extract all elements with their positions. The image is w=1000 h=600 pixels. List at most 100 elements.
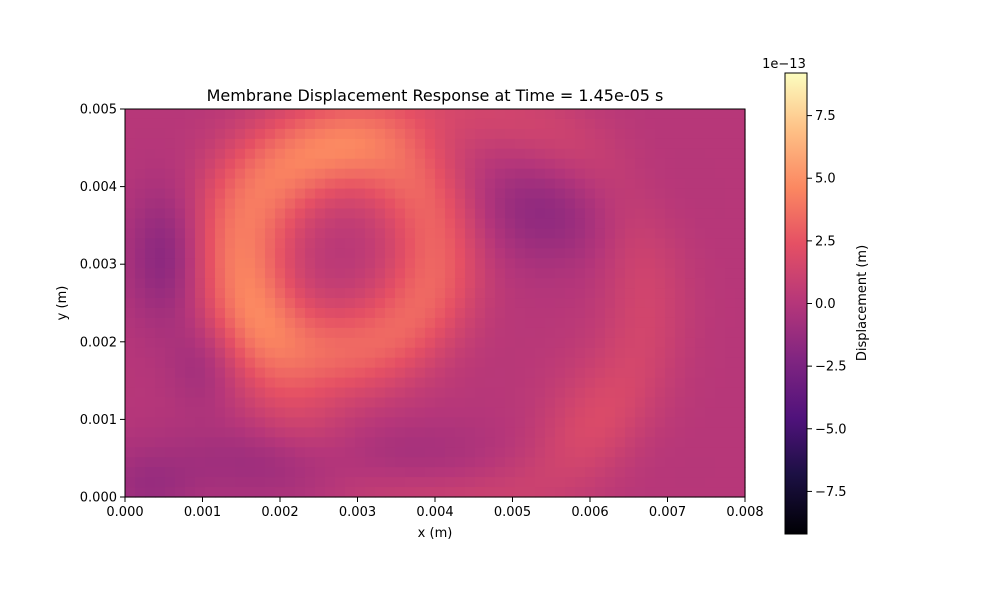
heatmap-cell xyxy=(725,487,736,498)
heatmap-cell xyxy=(305,268,316,279)
heatmap-cell xyxy=(415,417,426,428)
heatmap-cell xyxy=(255,357,266,369)
heatmap-cell xyxy=(315,387,326,399)
heatmap-cell xyxy=(265,357,276,369)
heatmap-cell xyxy=(545,188,556,200)
heatmap-cell xyxy=(575,148,586,160)
heatmap-cell xyxy=(445,268,456,279)
heatmap-cell xyxy=(215,387,226,399)
heatmap-cell xyxy=(605,238,616,249)
heatmap-cell xyxy=(275,337,286,349)
heatmap-cell xyxy=(215,128,226,140)
heatmap-cell xyxy=(595,268,606,279)
heatmap-cell xyxy=(445,417,456,428)
heatmap-cell xyxy=(455,148,466,160)
heatmap-cell xyxy=(655,268,666,279)
heatmap-cell xyxy=(205,487,216,498)
heatmap-cell xyxy=(205,109,216,120)
heatmap-cell xyxy=(595,208,606,220)
heatmap-cell xyxy=(325,298,336,309)
heatmap-cell xyxy=(205,138,216,150)
heatmap-cell xyxy=(235,109,246,120)
heatmap-cell xyxy=(365,327,376,339)
heatmap-cell xyxy=(275,118,286,130)
heatmap-cell xyxy=(725,457,736,468)
heatmap-cell xyxy=(715,397,726,409)
heatmap-cell xyxy=(385,268,396,279)
heatmap-cell xyxy=(425,278,436,289)
heatmap-cell xyxy=(605,357,616,369)
heatmap-cell xyxy=(585,118,596,130)
heatmap-cell xyxy=(465,208,476,220)
heatmap-cell xyxy=(645,188,656,200)
heatmap-cell xyxy=(695,417,706,428)
heatmap-cell xyxy=(195,278,206,289)
heatmap-cell xyxy=(215,138,226,150)
heatmap-cell xyxy=(365,367,376,379)
heatmap-cell xyxy=(685,278,696,289)
heatmap-cell xyxy=(725,347,736,359)
heatmap-cell xyxy=(435,158,446,170)
heatmap-cell xyxy=(605,248,616,259)
heatmap-cell xyxy=(545,357,556,369)
heatmap-cell xyxy=(485,477,496,488)
heatmap-cell xyxy=(625,487,636,498)
heatmap-cell xyxy=(715,118,726,130)
heatmap-cell xyxy=(605,158,616,170)
heatmap-cell xyxy=(645,487,656,498)
heatmap-cell xyxy=(295,118,306,130)
heatmap-cell xyxy=(195,447,206,458)
heatmap-cell xyxy=(335,307,346,319)
heatmap-cell xyxy=(225,248,236,259)
heatmap-cell xyxy=(265,158,276,170)
heatmap-cell xyxy=(515,477,526,488)
heatmap-cell xyxy=(655,118,666,130)
heatmap-cell xyxy=(505,258,516,269)
heatmap-cell xyxy=(615,447,626,458)
heatmap-cell xyxy=(195,288,206,299)
heatmap-cell xyxy=(555,218,566,229)
heatmap-cell xyxy=(335,327,346,339)
heatmap-cell xyxy=(515,347,526,359)
heatmap-cell xyxy=(405,337,416,349)
heatmap-cell xyxy=(645,457,656,468)
heatmap-cell xyxy=(205,467,216,478)
heatmap-cell xyxy=(275,307,286,319)
heatmap-cell xyxy=(615,437,626,448)
heatmap-cell xyxy=(585,228,596,239)
heatmap-cell xyxy=(645,278,656,289)
heatmap-cell xyxy=(655,367,666,379)
heatmap-cell xyxy=(125,148,136,160)
heatmap-cell xyxy=(315,327,326,339)
heatmap-cell xyxy=(325,278,336,289)
heatmap-cell xyxy=(195,357,206,369)
heatmap-cell xyxy=(515,288,526,299)
heatmap-cell xyxy=(475,118,486,130)
heatmap-cell xyxy=(275,109,286,120)
heatmap-cell xyxy=(455,258,466,269)
heatmap-cell xyxy=(425,407,436,419)
heatmap-cell xyxy=(345,307,356,319)
heatmap-cell xyxy=(235,337,246,349)
heatmap-cell xyxy=(225,278,236,289)
heatmap-cell xyxy=(615,198,626,210)
heatmap-cell xyxy=(575,248,586,259)
heatmap-cell xyxy=(505,268,516,279)
heatmap-cell xyxy=(615,208,626,220)
heatmap-cell xyxy=(415,148,426,160)
heatmap-cell xyxy=(615,407,626,419)
heatmap-cell xyxy=(725,278,736,289)
colorbar-tick-label: −2.5 xyxy=(815,360,847,375)
heatmap-cell xyxy=(425,367,436,379)
heatmap-cell xyxy=(355,457,366,468)
heatmap-cell xyxy=(225,128,236,140)
heatmap-cell xyxy=(585,268,596,279)
heatmap-cell xyxy=(255,327,266,339)
heatmap-cell xyxy=(245,307,256,319)
heatmap-cell xyxy=(275,298,286,309)
heatmap-cell xyxy=(365,407,376,419)
heatmap-cell xyxy=(425,377,436,389)
heatmap-cell xyxy=(155,487,166,498)
heatmap-cell xyxy=(435,168,446,180)
heatmap-cell xyxy=(675,188,686,200)
